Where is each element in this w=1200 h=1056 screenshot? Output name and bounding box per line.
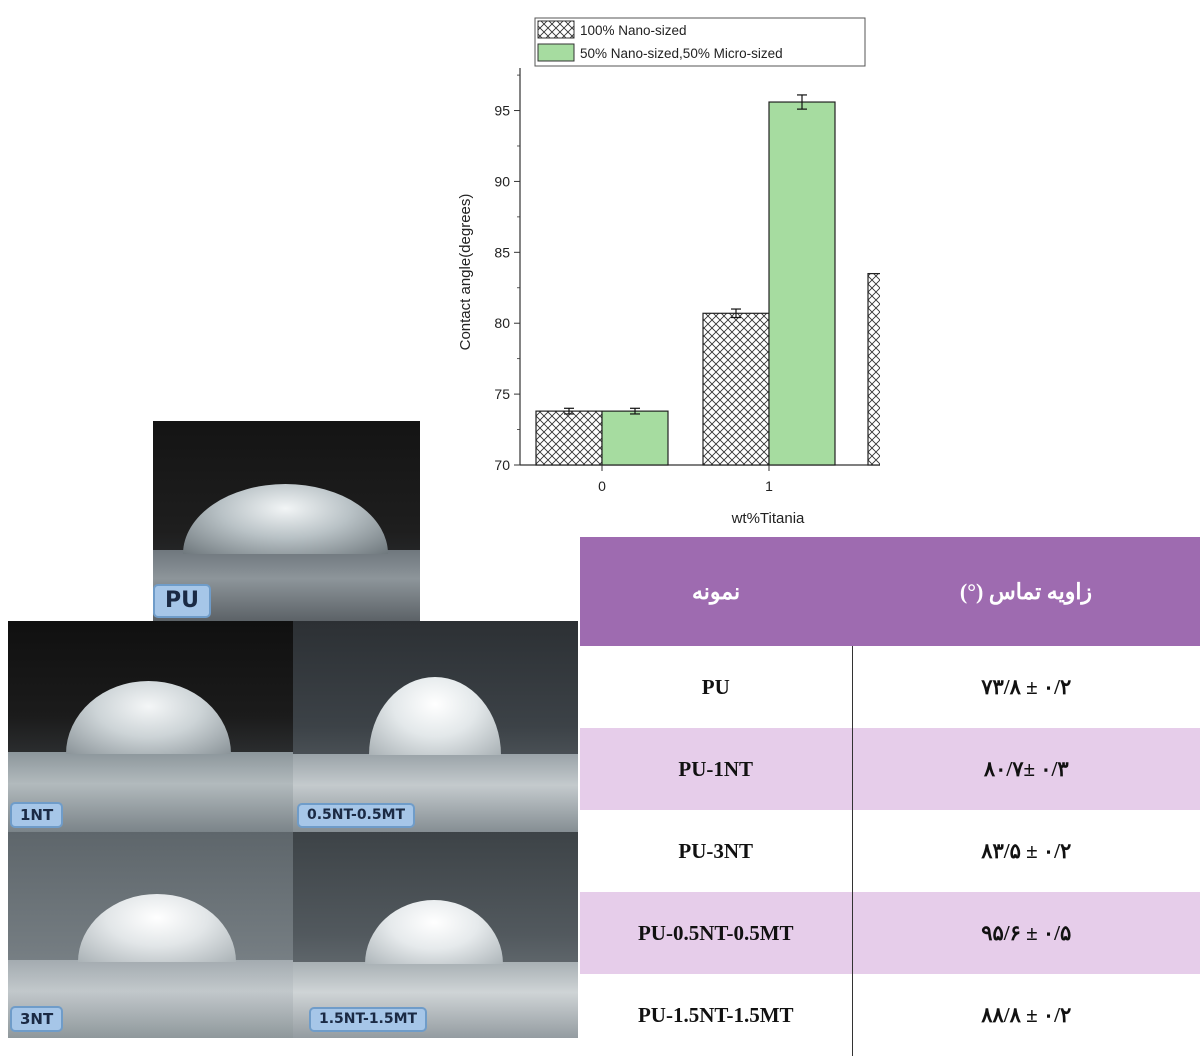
table-row: PU-1NT ۸۰/۷± ۰/۳ <box>580 728 1200 810</box>
contact-angle-table: نمونه زاویه تماس (°) PU ۷۳/۸ ± ۰/۲ PU-1N… <box>580 537 1200 1056</box>
bar-nano-0 <box>535 410 603 466</box>
photo-label-15nt-15mt: 1.5NT-1.5MT <box>309 1006 428 1032</box>
angle-cell: ۸۰/۷± ۰/۳ <box>852 728 1200 810</box>
photo-label-05nt-05mt: 0.5NT-0.5MT <box>297 802 416 828</box>
droplet-photo-1nt: 1NT <box>8 621 293 832</box>
droplet-photo-3nt: 3NT <box>8 832 293 1038</box>
header-sample: نمونه <box>580 537 852 646</box>
droplet-photo-15nt-15mt: 1.5NT-1.5MT <box>293 832 578 1038</box>
y-tick-label: 85 <box>494 244 510 260</box>
angle-cell: ۸۳/۵ ± ۰/۲ <box>852 810 1200 892</box>
bar-nano-micro-1 <box>768 101 836 466</box>
sample-cell: PU <box>580 646 853 728</box>
droplet-photo-05nt-05mt: 0.5NT-0.5MT <box>293 621 578 832</box>
header-contact-angle: زاویه تماس (°) <box>852 537 1200 646</box>
photo-label-3nt: 3NT <box>10 1005 64 1032</box>
chart-legend: 100% Nano-sized 50% Nano-sized,50% Micro… <box>534 17 866 67</box>
y-tick-label: 70 <box>494 457 510 473</box>
photo-label-pu: PU <box>153 583 211 618</box>
angle-cell: ۷۳/۸ ± ۰/۲ <box>852 646 1200 728</box>
legend-label-nano-micro: 50% Nano-sized,50% Micro-sized <box>580 46 783 61</box>
sample-cell: PU-1NT <box>580 728 853 810</box>
sample-cell: PU-3NT <box>580 810 853 892</box>
sample-cell: PU-1.5NT-1.5MT <box>580 974 853 1056</box>
y-tick-label: 90 <box>494 173 510 189</box>
legend-swatch-nano <box>537 20 575 39</box>
y-axis-title: Contact angle(degrees) <box>457 194 474 351</box>
x-axis-title: wt%Titania <box>731 510 805 527</box>
bar-nano-3 <box>867 272 880 466</box>
legend-label-nano: 100% Nano-sized <box>580 23 687 38</box>
table-header-row: نمونه زاویه تماس (°) <box>580 537 1200 646</box>
x-tick-label: 0 <box>598 478 606 494</box>
legend-swatch-nano-micro <box>537 43 575 62</box>
plot-area: 707580859095013 <box>494 68 880 494</box>
bar-nano-1 <box>702 312 770 466</box>
table-row: PU-3NT ۸۳/۵ ± ۰/۲ <box>580 810 1200 892</box>
table-row: PU-0.5NT-0.5MT ۹۵/۶ ± ۰/۵ <box>580 892 1200 974</box>
bar-nano-micro-0 <box>601 410 669 466</box>
y-tick-label: 75 <box>494 386 510 402</box>
y-tick-label: 95 <box>494 103 510 119</box>
angle-cell: ۸۸/۸ ± ۰/۲ <box>852 974 1200 1056</box>
photo-label-1nt: 1NT <box>10 801 64 828</box>
table-row: PU ۷۳/۸ ± ۰/۲ <box>580 646 1200 728</box>
droplet-photo-pu: PU <box>153 421 420 622</box>
sample-cell: PU-0.5NT-0.5MT <box>580 892 853 974</box>
table-row: PU-1.5NT-1.5MT ۸۸/۸ ± ۰/۲ <box>580 974 1200 1056</box>
angle-cell: ۹۵/۶ ± ۰/۵ <box>852 892 1200 974</box>
contact-angle-bar-chart: 100% Nano-sized 50% Nano-sized,50% Micro… <box>457 17 880 527</box>
y-tick-label: 80 <box>494 315 510 331</box>
x-tick-label: 1 <box>765 478 773 494</box>
